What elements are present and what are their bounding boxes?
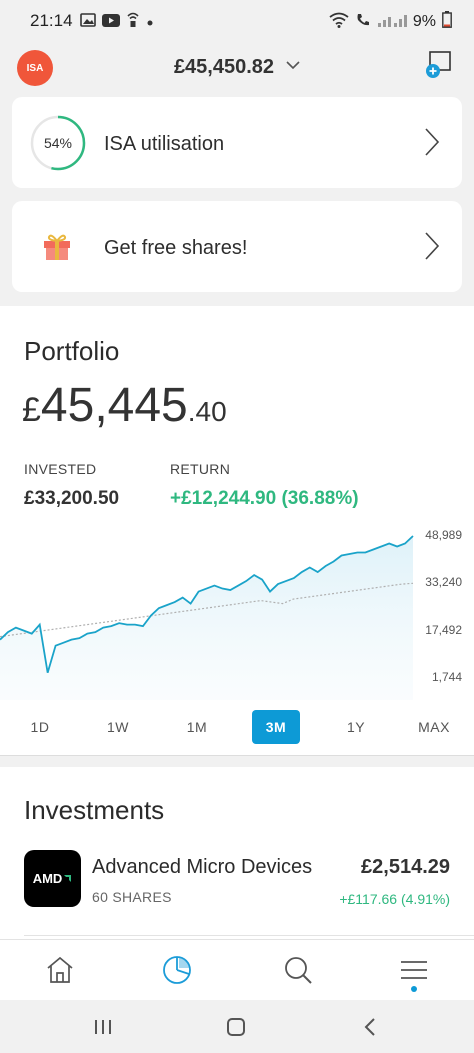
amd-logo-text: AMD	[32, 871, 63, 886]
divider	[24, 935, 474, 936]
investments-section: Investments AMD Advanced Micro Devices 6…	[0, 767, 474, 939]
portfolio-title: Portfolio	[24, 336, 120, 366]
dot-icon	[146, 14, 154, 32]
isa-progress-ring	[30, 115, 86, 171]
call-icon	[355, 12, 371, 33]
hotspot-icon	[126, 12, 140, 33]
return-label: RETURN	[170, 461, 231, 477]
free-shares-label: Get free shares!	[104, 237, 248, 259]
range-3m-button[interactable]: 3M	[252, 710, 300, 744]
holding-value: £2,514.29	[361, 856, 450, 878]
recent-apps-button[interactable]	[92, 1016, 114, 1038]
wifi-icon	[329, 12, 349, 33]
range-1m-button[interactable]: 1M	[186, 719, 208, 735]
home-square-icon	[227, 1018, 245, 1036]
battery-icon	[442, 11, 452, 33]
range-1w-button[interactable]: 1W	[107, 719, 129, 735]
signal-icon	[377, 12, 407, 33]
system-status: 9%	[329, 11, 452, 33]
account-balance: £45,450.82	[173, 56, 275, 78]
portfolio-value-whole: 45,445	[40, 379, 188, 432]
system-navigation-bar	[0, 1000, 474, 1053]
invested-series-line	[0, 582, 414, 638]
search-icon	[285, 957, 312, 984]
chevron-right-icon	[424, 127, 440, 162]
back-button[interactable]	[360, 1016, 382, 1038]
pie-chart-icon	[163, 956, 191, 984]
divider	[0, 755, 474, 756]
investments-title: Investments	[24, 795, 165, 825]
chevron-down-icon	[286, 57, 300, 73]
account-badge[interactable]: ISA	[17, 50, 53, 86]
status-time: 21:14	[30, 11, 73, 30]
portfolio-value-currency: £	[22, 391, 41, 429]
holding-name: Advanced Micro Devices	[92, 856, 313, 878]
isa-percent: 54%	[43, 135, 73, 151]
gift-icon	[42, 231, 72, 261]
isa-utilisation-card[interactable]: 54% ISA utilisation	[12, 97, 462, 188]
notification-icons	[80, 12, 154, 33]
battery-percent: 9%	[412, 13, 436, 30]
app-header: ISA £45,450.82	[0, 40, 474, 96]
range-1y-button[interactable]: 1Y	[346, 719, 366, 735]
range-1d-button[interactable]: 1D	[30, 719, 50, 735]
status-bar: 21:14 9%	[0, 0, 474, 40]
account-balance-selector[interactable]: £45,450.82	[0, 56, 474, 79]
home-button[interactable]	[225, 1016, 247, 1038]
portfolio-chart-plot	[0, 535, 414, 700]
y-tick-label: 17,492	[425, 622, 462, 637]
home-icon	[47, 956, 73, 983]
add-account-icon[interactable]	[424, 50, 452, 78]
y-tick-label: 33,240	[425, 575, 462, 590]
recent-apps-icon	[95, 1020, 111, 1034]
portfolio-chart[interactable]: 48,989 33,240 17,492 1,744	[0, 528, 474, 700]
amd-logo: AMD	[24, 850, 81, 907]
y-tick-label: 48,989	[425, 528, 462, 542]
chevron-right-icon	[424, 231, 440, 266]
portfolio-value-area	[0, 536, 413, 700]
amd-arrow-icon	[64, 875, 72, 882]
return-value: +£12,244.90 (36.88%)	[170, 488, 359, 509]
holding-shares: 60 SHARES	[92, 889, 172, 905]
portfolio-section: Portfolio £45,445.40 INVESTED £33,200.50…	[0, 306, 474, 756]
notification-dot	[411, 986, 417, 992]
y-tick-label: 1,744	[431, 670, 462, 684]
tab-menu[interactable]	[398, 954, 430, 986]
youtube-icon	[102, 13, 120, 32]
portfolio-value: £45,445.40	[22, 378, 227, 433]
free-shares-card[interactable]: Get free shares!	[12, 201, 462, 292]
tab-portfolio[interactable]	[161, 954, 193, 986]
tab-home[interactable]	[44, 954, 76, 986]
menu-icon	[401, 961, 427, 979]
invested-value: £33,200.50	[24, 488, 120, 509]
back-icon	[364, 1018, 375, 1036]
portfolio-value-series-line	[0, 535, 414, 673]
tab-search[interactable]	[282, 954, 314, 986]
time-range-selector: 1D 1W 1M 3M 1Y MAX	[0, 710, 474, 746]
range-max-button[interactable]: MAX	[418, 719, 450, 735]
isa-utilisation-label: ISA utilisation	[104, 133, 225, 155]
gallery-icon	[80, 13, 96, 32]
holding-change: +£117.66 (4.91%)	[339, 891, 450, 907]
invested-label: INVESTED	[24, 461, 97, 477]
bottom-tab-bar	[0, 939, 474, 1000]
portfolio-value-decimal: .40	[187, 396, 227, 427]
